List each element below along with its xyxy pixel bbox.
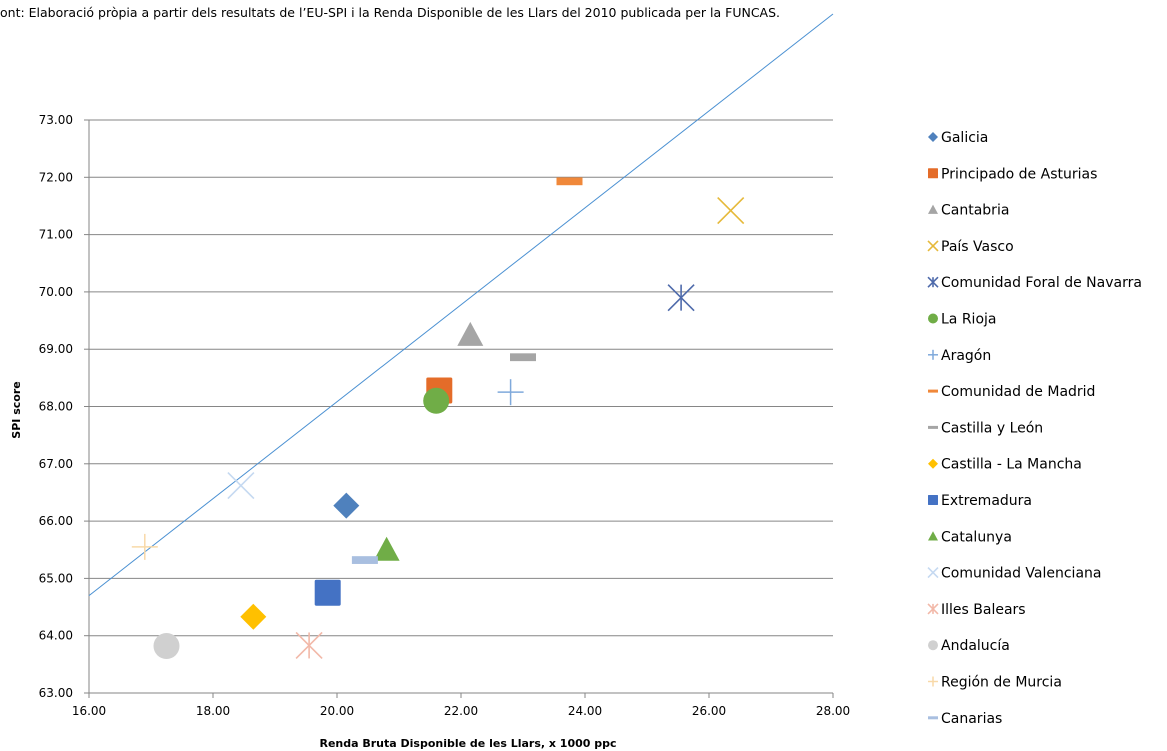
data-point [333, 492, 360, 519]
legend-label: Castilla y León [941, 420, 1043, 436]
legend-entry: Illes Balears [927, 602, 1026, 618]
legend-entry: Aragón [928, 348, 991, 364]
legend-entry: Canarias [928, 711, 1002, 727]
data-point [351, 556, 378, 564]
data-point [131, 533, 158, 560]
data-points [131, 177, 745, 660]
legend-label: Comunidad Valenciana [941, 566, 1101, 582]
legend-label: Aragón [941, 348, 991, 364]
legend-label: Andalucía [941, 638, 1010, 654]
legend-marker [928, 204, 938, 214]
legend-marker [928, 349, 938, 360]
legend-marker [928, 531, 938, 541]
legend-label: Catalunya [941, 529, 1012, 545]
x-tick-label: 20.00 [320, 704, 354, 718]
y-tick-label: 65.00 [39, 571, 73, 585]
legend-marker [928, 132, 938, 142]
legend-entry: Comunidad de Madrid [928, 384, 1095, 400]
x-tick-label: 18.00 [196, 704, 230, 718]
legend-entry: Andalucía [928, 638, 1010, 654]
legend-marker [927, 240, 939, 252]
legend-label: Illes Balears [941, 602, 1026, 618]
legend-entry: Región de Murcia [928, 675, 1062, 691]
legend-marker [928, 168, 938, 179]
y-axis-title: SPI score [10, 381, 23, 438]
x-tick-label: 24.00 [568, 704, 602, 718]
data-point [667, 284, 695, 312]
legend-label: Comunidad Foral de Navarra [941, 275, 1142, 291]
legend-entry: País Vasco [927, 239, 1014, 255]
legend-label: Región de Murcia [941, 675, 1062, 691]
axes: 63.00 64.00 65.00 66.00 67.00 68.00 69.00 70.00… [39, 113, 851, 718]
legend-entry: Comunidad Valenciana [927, 566, 1101, 582]
legend: Galicia Principado de Asturias Cantabria Pa… [927, 130, 1142, 727]
legend-entry: Castilla y León [928, 420, 1043, 436]
y-tick-label: 69.00 [39, 342, 73, 356]
legend-entry: Catalunya [928, 529, 1012, 545]
y-tick-label: 68.00 [39, 400, 73, 414]
legend-entry: La Rioja [928, 312, 996, 328]
legend-marker [928, 640, 938, 651]
y-tick-label: 66.00 [39, 514, 73, 528]
x-tick-label: 26.00 [692, 704, 726, 718]
legend-marker [928, 389, 938, 393]
y-tick-label: 64.00 [39, 629, 73, 643]
legend-entry: Extremadura [928, 493, 1032, 509]
legend-label: Castilla - La Mancha [941, 457, 1082, 473]
legend-label: Canarias [941, 711, 1002, 727]
data-point [510, 353, 536, 362]
data-point [227, 472, 255, 500]
legend-label: Principado de Asturias [941, 166, 1097, 182]
legend-entry: Galicia [928, 130, 988, 146]
legend-marker [928, 495, 938, 505]
data-point [153, 633, 180, 660]
x-axis-title: Renda Bruta Disponible de les Llars, x 1… [319, 737, 616, 750]
legend-marker [928, 313, 938, 324]
x-tick-label: 16.00 [72, 704, 106, 718]
data-point [295, 631, 323, 660]
data-point [457, 321, 484, 346]
legend-marker [927, 603, 939, 615]
source-note: ont: Elaboració pròpia a partir dels res… [0, 5, 781, 20]
data-point [240, 603, 267, 630]
data-point [423, 387, 450, 414]
legend-marker [927, 276, 939, 288]
legend-entry: Cantabria [928, 203, 1009, 219]
legend-label: Cantabria [941, 203, 1009, 219]
gridlines [89, 119, 833, 694]
y-tick-label: 71.00 [39, 228, 73, 242]
legend-label: La Rioja [941, 312, 996, 328]
legend-marker [928, 676, 938, 687]
legend-entry: Principado de Asturias [928, 166, 1097, 182]
data-point [314, 579, 341, 606]
legend-label: Comunidad de Madrid [941, 384, 1095, 400]
y-tick-label: 63.00 [39, 686, 73, 700]
legend-entry: Castilla - La Mancha [928, 457, 1082, 473]
x-tick-label: 28.00 [816, 704, 850, 718]
legend-marker [928, 716, 938, 720]
legend-marker [928, 425, 938, 429]
data-point [497, 379, 524, 406]
data-point [373, 536, 400, 561]
data-point [717, 196, 745, 225]
legend-label: Extremadura [941, 493, 1032, 509]
legend-marker [928, 458, 938, 469]
y-tick-label: 73.00 [39, 113, 73, 127]
legend-marker [927, 567, 939, 579]
y-tick-label: 72.00 [39, 170, 73, 184]
trendline [88, 13, 834, 596]
y-tick-label: 70.00 [39, 285, 73, 299]
legend-entry: Comunidad Foral de Navarra [927, 275, 1142, 291]
data-point [556, 177, 583, 186]
legend-label: País Vasco [941, 239, 1014, 255]
x-tick-label: 22.00 [444, 704, 478, 718]
y-tick-label: 67.00 [39, 457, 73, 471]
trendline-group [88, 13, 834, 596]
legend-label: Galicia [941, 130, 988, 146]
